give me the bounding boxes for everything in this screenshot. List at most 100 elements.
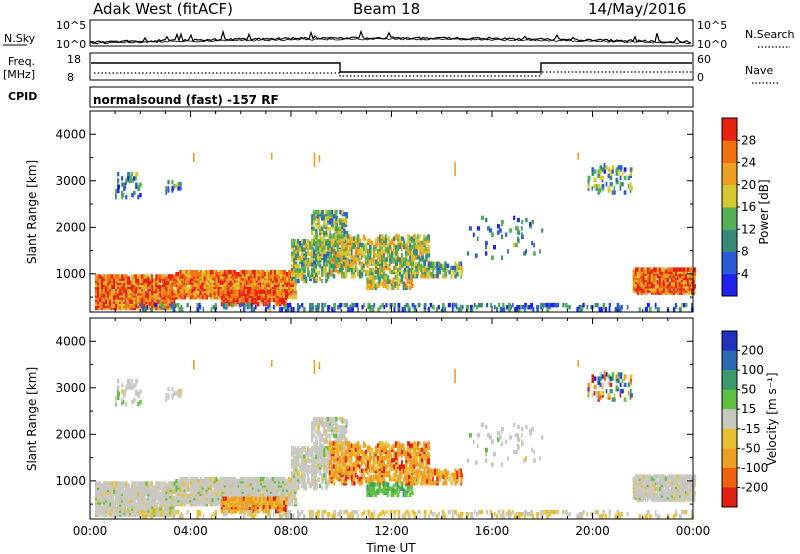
power-cell — [364, 269, 368, 275]
power-cell — [364, 255, 367, 260]
power-cell — [125, 195, 128, 200]
velocity-cell — [278, 498, 282, 503]
power-cell — [599, 175, 602, 181]
cpid-panel-frame — [89, 86, 694, 108]
velocity-cell — [127, 483, 131, 488]
velocity-cell — [141, 491, 145, 497]
power-cell — [101, 276, 104, 281]
power-cell — [179, 182, 182, 187]
power-cell — [328, 263, 332, 268]
power-cell — [517, 236, 520, 241]
velocity-cell — [248, 496, 252, 501]
power-cell — [343, 232, 346, 238]
power-cell — [410, 277, 413, 282]
power-cell — [332, 263, 335, 268]
power-cell — [315, 209, 318, 215]
power-cell — [416, 267, 418, 273]
power-cell — [330, 259, 333, 264]
power-cell — [222, 302, 226, 308]
power-cell — [395, 272, 397, 277]
power-cell — [451, 307, 454, 312]
velocity-cell — [281, 504, 284, 510]
colorbar-swatch — [722, 251, 737, 275]
power-cell — [601, 184, 605, 189]
velocity-cell — [281, 496, 283, 501]
velocity-cell — [291, 483, 294, 489]
power-cell — [502, 302, 505, 308]
power-cell — [401, 246, 403, 252]
power-cell — [636, 267, 640, 272]
power-cell — [336, 259, 339, 264]
power-cell — [357, 307, 359, 312]
power-cell — [544, 302, 548, 308]
power-cell — [366, 249, 369, 254]
power-cell — [329, 247, 331, 252]
power-cell — [376, 261, 380, 266]
power-cell — [157, 289, 161, 294]
power-cell — [514, 307, 517, 312]
velocity-cell — [238, 506, 242, 512]
power-cell — [145, 297, 148, 302]
power-cell — [542, 302, 545, 308]
power-cell — [536, 305, 540, 310]
freq-panel: Freq. [MHz] 18 8 60 0 Nave — [3, 52, 778, 84]
velocity-cell — [307, 446, 309, 451]
power-cell — [352, 267, 355, 273]
velocity-cell — [145, 481, 148, 486]
velocity-cell — [171, 493, 174, 499]
velocity-cell — [209, 476, 212, 482]
velocity-cell — [301, 458, 304, 463]
power-cell — [356, 249, 359, 254]
velocity-cell — [167, 508, 170, 513]
power-cell — [676, 267, 679, 272]
power-cell — [117, 295, 120, 300]
power-cell — [453, 302, 457, 308]
velocity-cell — [231, 476, 234, 482]
power-cell — [374, 253, 379, 258]
power-cell — [415, 249, 419, 254]
power-cell — [546, 302, 550, 308]
power-cell — [144, 307, 147, 312]
power-cell — [189, 288, 193, 294]
power-cell — [291, 257, 293, 263]
power-cell — [344, 267, 348, 273]
power-cell — [327, 305, 331, 310]
power-cell — [309, 241, 312, 246]
power-cell — [207, 269, 210, 275]
power-cell — [674, 267, 678, 272]
velocity-cell — [157, 496, 161, 501]
power-cell — [523, 251, 527, 256]
power-cell — [556, 302, 559, 308]
power-cell — [524, 302, 527, 308]
power-cell — [323, 258, 326, 263]
power-cell — [687, 282, 689, 287]
power-cell — [276, 289, 280, 294]
power-cell — [342, 272, 346, 277]
power-cell — [450, 274, 453, 279]
power-cell — [629, 167, 633, 172]
power-cell — [415, 261, 418, 266]
velocity-cell — [215, 476, 218, 482]
power-cell — [301, 255, 305, 261]
velocity-cell — [155, 496, 158, 501]
power-cell — [408, 274, 412, 279]
velocity-cell — [297, 481, 300, 486]
power-cell — [644, 307, 648, 312]
power-cell — [530, 302, 534, 308]
velocity-cell — [97, 481, 100, 486]
power-cell — [311, 302, 314, 308]
noise-left-label: N.Sky — [4, 32, 36, 45]
power-cell — [127, 172, 131, 177]
power-cell — [513, 242, 515, 248]
velocity-cell — [237, 479, 241, 484]
nave-tick-top: 60 — [697, 53, 711, 66]
power-cell — [691, 269, 694, 274]
velocity-cell — [305, 458, 308, 463]
power-cell — [603, 163, 606, 168]
power-cell — [139, 192, 142, 198]
power-cell — [167, 186, 170, 191]
velocity-cell — [151, 485, 154, 490]
power-cell — [432, 269, 434, 275]
